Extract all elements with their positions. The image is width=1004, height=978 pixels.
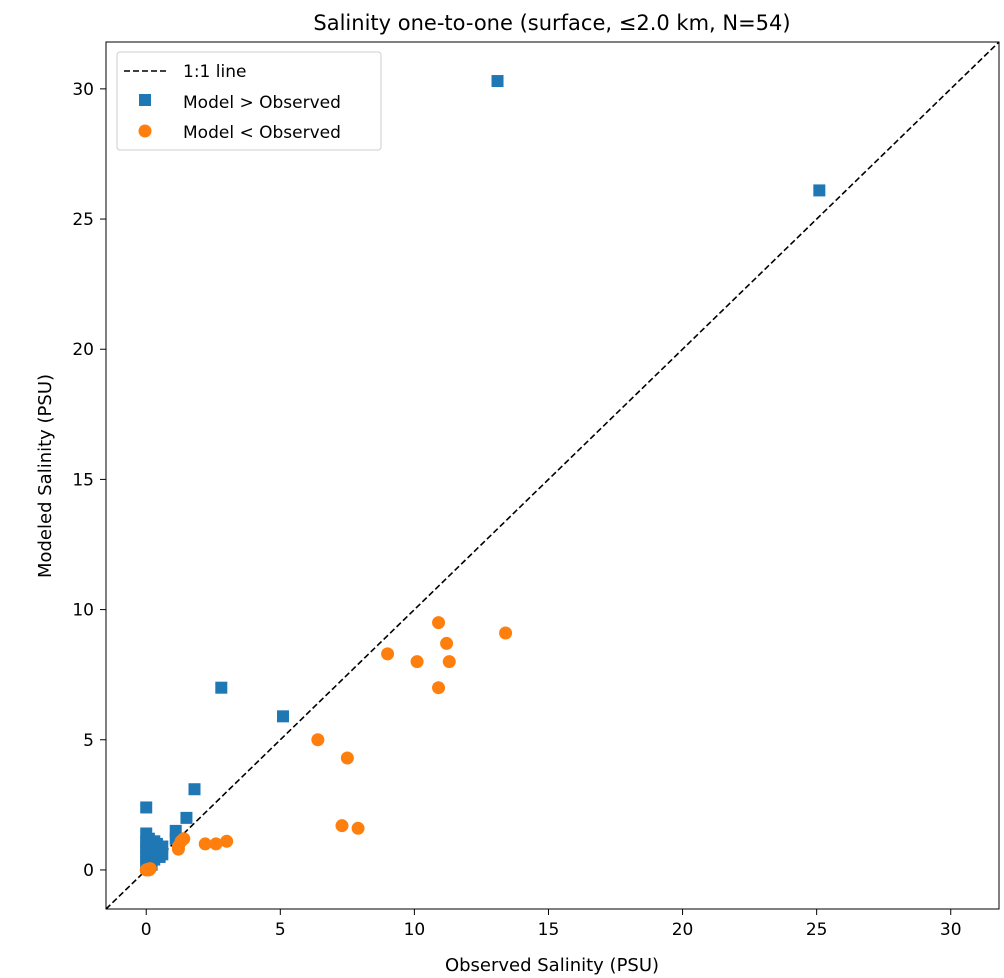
data-point-square: [215, 681, 228, 694]
legend-label-series-1: Model > Observed: [183, 93, 341, 113]
data-marks: [139, 75, 826, 877]
legend-square-icon: [139, 94, 151, 106]
y-tick-label: 5: [83, 731, 94, 751]
data-point-circle: [335, 819, 349, 833]
y-tick-label: 10: [72, 601, 94, 621]
data-point-square: [276, 710, 289, 723]
data-point-square: [188, 783, 201, 796]
data-point-square: [156, 848, 169, 861]
legend-label-series-2: Model < Observed: [183, 123, 341, 143]
x-tick-label: 15: [538, 920, 560, 940]
legend: 1:1 line Model > Observed Model < Observ…: [116, 51, 382, 151]
data-point-circle: [351, 821, 365, 835]
x-tick-label: 30: [940, 920, 962, 940]
legend-label-reference: 1:1 line: [183, 62, 246, 82]
axis-ticks: 0 5 10 15 20 25 30 0 5 10 15 20 25 30: [72, 80, 961, 940]
x-axis-label: Observed Salinity (PSU): [445, 955, 659, 976]
y-tick-label: 30: [72, 80, 94, 100]
data-point-circle: [209, 837, 223, 851]
data-point-circle: [340, 751, 354, 765]
y-tick-label: 20: [72, 340, 94, 360]
plot-area: [105, 41, 1000, 910]
legend-circle-icon: [138, 124, 152, 138]
data-point-circle: [432, 616, 446, 630]
data-point-square: [180, 811, 193, 824]
data-point-square: [813, 184, 826, 197]
data-point-circle: [442, 655, 456, 669]
y-tick-label: 25: [72, 210, 94, 230]
data-point-circle: [139, 863, 153, 877]
data-point-circle: [177, 832, 191, 846]
data-point-circle: [440, 636, 454, 650]
data-point-circle: [410, 655, 424, 669]
series-1: [140, 75, 826, 874]
data-point-circle: [311, 733, 325, 747]
y-tick-label: 15: [72, 470, 94, 490]
chart-title: Salinity one-to-one (surface, ≤2.0 km, N…: [313, 11, 790, 35]
x-tick-label: 5: [275, 920, 286, 940]
data-point-circle: [220, 834, 234, 848]
data-point-circle: [499, 626, 513, 640]
y-tick-label: 0: [83, 861, 94, 881]
data-point-circle: [381, 647, 395, 661]
plot-frame: [105, 41, 1000, 910]
data-point-circle: [198, 837, 212, 851]
data-point-square: [491, 75, 504, 88]
data-point-square: [148, 835, 161, 848]
x-tick-label: 20: [672, 920, 694, 940]
x-tick-label: 0: [141, 920, 152, 940]
legend-box: [116, 51, 382, 151]
data-point-square: [140, 801, 153, 814]
data-point-circle: [432, 681, 446, 695]
x-tick-label: 25: [806, 920, 828, 940]
series-2: [139, 616, 513, 877]
y-axis-label: Modeled Salinity (PSU): [35, 374, 56, 578]
x-tick-label: 10: [404, 920, 426, 940]
one-to-one-line: [105, 41, 1000, 910]
